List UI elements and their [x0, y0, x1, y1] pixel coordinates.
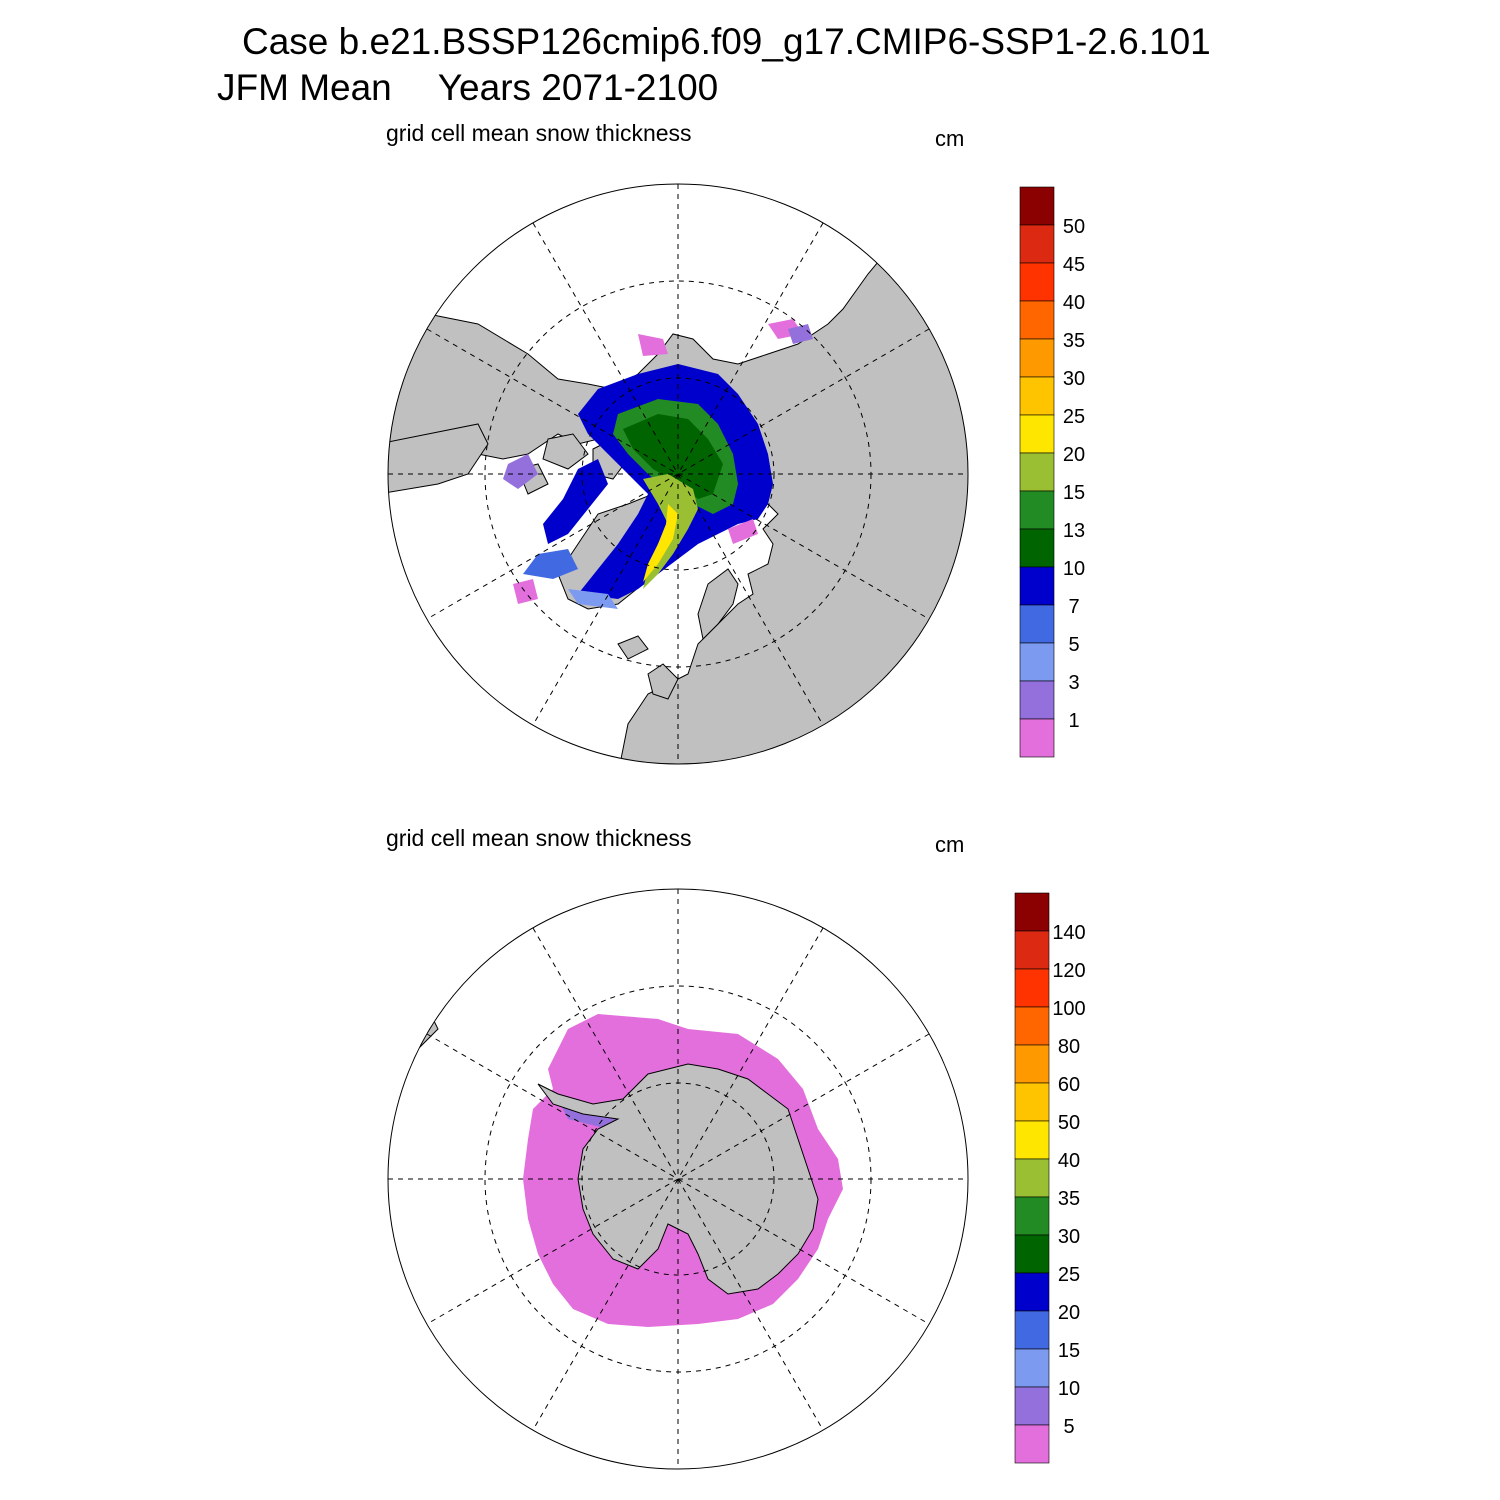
- north-colorbar-box: [1019, 490, 1055, 530]
- south-variable-label: grid cell mean snow thickness: [386, 825, 692, 851]
- south-units-label: cm: [935, 832, 965, 857]
- south-colorbar-box: [1014, 1424, 1050, 1464]
- north-colorbar-box: [1019, 604, 1055, 644]
- south-graticule: [388, 889, 968, 1469]
- north-snow-field: [503, 319, 813, 609]
- south-colorbar-box: [1014, 1272, 1050, 1312]
- north-colorbar-label: 15: [1063, 482, 1085, 504]
- south-colorbar-label: 100: [1052, 998, 1085, 1020]
- north-colorbar: 50 45 40 35 30 25 20 15 13 10 7 5 3 1: [1019, 186, 1085, 758]
- north-colorbar-label: 25: [1063, 406, 1085, 428]
- north-colorbar-box: [1019, 262, 1055, 302]
- south-colorbar: 140 120 100 80 60 50 40 35 30 25 20 15 10 5: [1014, 892, 1086, 1464]
- north-colorbar-box: [1019, 224, 1055, 264]
- season-label: JFM Mean: [217, 67, 392, 108]
- north-colorbar-label: 50: [1063, 216, 1085, 238]
- south-colorbar-label: 40: [1058, 1150, 1080, 1172]
- north-colorbar-label: 40: [1063, 292, 1085, 314]
- north-colorbar-box: [1019, 718, 1055, 758]
- south-colorbar-box: [1014, 1386, 1050, 1426]
- south-polar-map: [387, 888, 969, 1470]
- south-colorbar-label: 120: [1052, 960, 1085, 982]
- south-colorbar-label: 30: [1058, 1226, 1080, 1248]
- plot-title-line-2: JFM Mean Years 2071-2100: [217, 68, 718, 108]
- north-colorbar-label: 1: [1068, 710, 1079, 732]
- years-label: Years 2071-2100: [437, 67, 719, 108]
- north-colorbar-label: 3: [1068, 672, 1079, 694]
- south-colorbar-box: [1014, 1158, 1050, 1198]
- south-colorbar-box: [1014, 892, 1050, 932]
- north-colorbar-label: 45: [1063, 254, 1085, 276]
- north-variable-label: grid cell mean snow thickness: [386, 120, 692, 146]
- south-colorbar-box: [1014, 968, 1050, 1008]
- south-colorbar-label: 10: [1058, 1378, 1080, 1400]
- south-colorbar-box: [1014, 1310, 1050, 1350]
- south-colorbar-label: 20: [1058, 1302, 1080, 1324]
- south-colorbar-box: [1014, 1196, 1050, 1236]
- south-map-border: [387, 888, 969, 1470]
- north-land: [388, 243, 968, 764]
- south-colorbar-box: [1014, 1120, 1050, 1160]
- north-colorbar-box: [1019, 452, 1055, 492]
- north-colorbar-box: [1019, 414, 1055, 454]
- north-colorbar-box: [1019, 566, 1055, 606]
- south-colorbar-label: 15: [1058, 1340, 1080, 1362]
- south-colorbar-label: 25: [1058, 1264, 1080, 1286]
- north-colorbar-box: [1019, 300, 1055, 340]
- north-colorbar-box: [1019, 186, 1055, 226]
- north-polar-map: [387, 183, 969, 765]
- south-colorbar-label: 80: [1058, 1036, 1080, 1058]
- north-colorbar-box: [1019, 642, 1055, 682]
- north-colorbar-label: 10: [1063, 558, 1085, 580]
- north-colorbar-box: [1019, 338, 1055, 378]
- plot-title-line-1: Case b.e21.BSSP126cmip6.f09_g17.CMIP6-SS…: [242, 21, 1211, 62]
- south-colorbar-label: 60: [1058, 1074, 1080, 1096]
- north-colorbar-box: [1019, 680, 1055, 720]
- south-colorbar-box: [1014, 1348, 1050, 1388]
- north-colorbar-label: 7: [1068, 596, 1079, 618]
- south-colorbar-box: [1014, 1006, 1050, 1046]
- north-colorbar-label: 30: [1063, 368, 1085, 390]
- south-colorbar-label: 140: [1052, 922, 1085, 944]
- south-colorbar-label: 5: [1063, 1416, 1074, 1438]
- north-colorbar-label: 13: [1063, 520, 1085, 542]
- north-colorbar-label: 5: [1068, 634, 1079, 656]
- north-colorbar-label: 35: [1063, 330, 1085, 352]
- north-colorbar-label: 20: [1063, 444, 1085, 466]
- north-map-border: [387, 183, 969, 765]
- north-graticule: [388, 184, 968, 764]
- south-colorbar-label: 50: [1058, 1112, 1080, 1134]
- north-colorbar-box: [1019, 528, 1055, 568]
- north-units-label: cm: [935, 126, 965, 151]
- south-colorbar-box: [1014, 1082, 1050, 1122]
- south-colorbar-box: [1014, 930, 1050, 970]
- north-colorbar-box: [1019, 376, 1055, 416]
- south-colorbar-box: [1014, 1234, 1050, 1274]
- south-colorbar-box: [1014, 1044, 1050, 1084]
- south-colorbar-label: 35: [1058, 1188, 1080, 1210]
